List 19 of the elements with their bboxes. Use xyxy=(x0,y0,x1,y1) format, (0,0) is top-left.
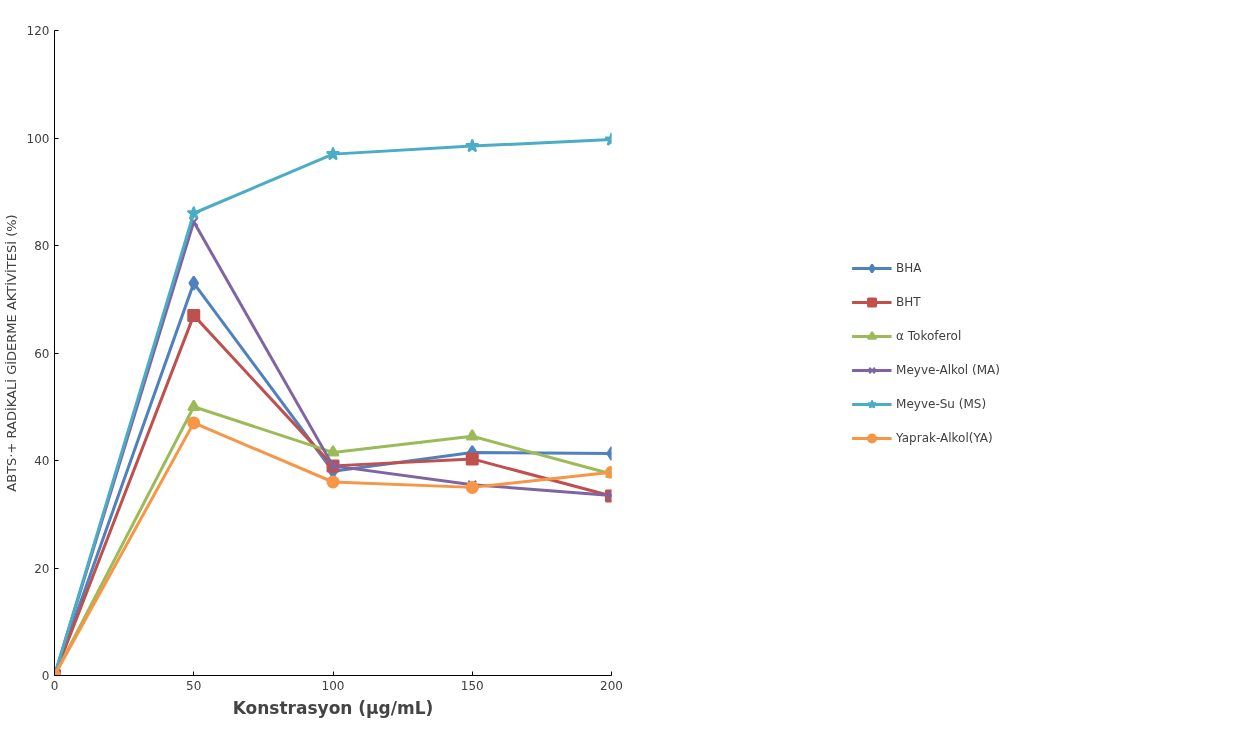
x-tick-label: 150 xyxy=(460,678,484,693)
legend-label: BHT xyxy=(896,294,921,309)
x-axis-title: Konstrasyon (µg/mL) xyxy=(232,697,434,718)
y-tick-label: 0 xyxy=(41,669,50,683)
y-axis-title: ABTS·+ RADİKALİ GİDERME AKTİVİTESİ (%) xyxy=(3,214,19,492)
y-tick-label: 80 xyxy=(34,239,50,253)
legend-label: Yaprak-Alkol(YA) xyxy=(896,430,993,445)
x-tick-label: 50 xyxy=(186,678,202,693)
y-tick-label: 120 xyxy=(26,24,50,38)
legend-label: α Tokoferol xyxy=(896,328,962,343)
y-tick-label: 20 xyxy=(34,561,50,576)
y-tick-label: 100 xyxy=(26,131,50,146)
y-tick-label: 60 xyxy=(34,346,50,361)
x-tick-label: 200 xyxy=(600,678,623,693)
legend-label: Meyve-Su (MS) xyxy=(896,396,987,411)
y-tick-label: 40 xyxy=(34,454,50,468)
x-tick-label: 100 xyxy=(321,678,345,693)
legend-label: BHA xyxy=(896,260,922,275)
legend-label: Meyve-Alkol (MA) xyxy=(896,362,1000,377)
